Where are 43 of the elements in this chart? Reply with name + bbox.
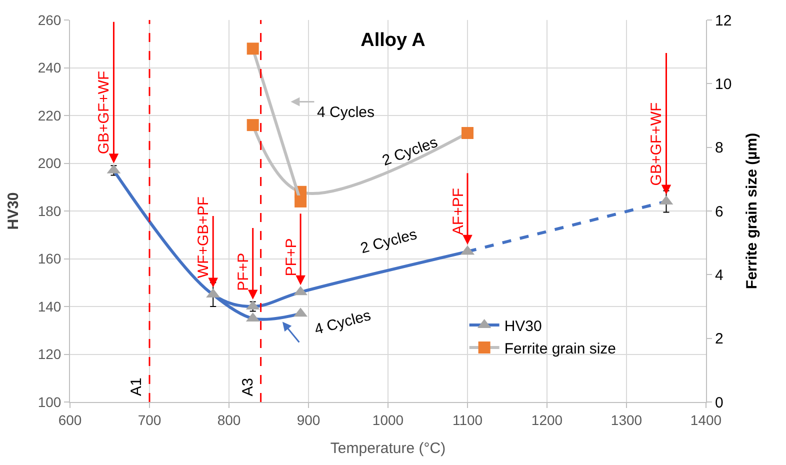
x-tick-label: 600 xyxy=(58,412,82,428)
y-tick-label: 120 xyxy=(38,346,62,362)
x-tick-label: 800 xyxy=(217,412,241,428)
legend-label: Ferrite grain size xyxy=(504,340,616,358)
x-tick-label: 1300 xyxy=(610,412,642,428)
x-axis-title: Temperature (°C) xyxy=(330,440,446,457)
y-tick-label: 200 xyxy=(38,155,62,172)
y2-tick-label: 2 xyxy=(715,330,724,348)
y-tick-label: 260 xyxy=(38,12,62,28)
x-tick-label: 900 xyxy=(296,412,320,428)
annotation: GB+GF+WF xyxy=(95,70,112,154)
annotation: WF+GB+PF xyxy=(195,196,212,278)
y2-tick-label: 0 xyxy=(715,394,724,412)
y-tick-label: 140 xyxy=(38,298,62,314)
y2-axis-title: Ferrite grain size (µm) xyxy=(744,132,761,290)
y2-tick-label: 10 xyxy=(715,76,732,93)
x-tick-label: 1000 xyxy=(372,412,404,428)
annotation: PF+P xyxy=(282,238,300,276)
x-tick-label: 1400 xyxy=(690,412,722,428)
annotation: GB+GF+WF xyxy=(648,102,665,186)
annotation: 2 Cycles xyxy=(358,226,419,258)
legend-label: HV30 xyxy=(504,318,542,335)
annotation: PF+P xyxy=(234,252,252,291)
y-axis-title: HV30 xyxy=(5,192,22,230)
y2-tick-label: 4 xyxy=(715,266,724,284)
y-tick-label: 100 xyxy=(38,394,62,410)
text: Alloy A xyxy=(360,30,426,51)
y2-tick-label: 12 xyxy=(715,12,732,30)
x-tick-label: 1100 xyxy=(452,412,483,428)
annotation: 2 Cycles xyxy=(380,134,440,170)
y2-tick-label: 6 xyxy=(715,203,724,220)
annotation: AF+PF xyxy=(450,188,467,236)
annotation: 4 Cycles xyxy=(317,104,375,121)
annotation: 4 Cycles xyxy=(312,307,373,338)
x-tick-label: 700 xyxy=(138,412,162,428)
y-tick-label: 180 xyxy=(38,202,62,219)
y-tick-label: 220 xyxy=(38,107,62,124)
ref-line-label: A1 xyxy=(128,378,145,396)
y-tick-label: 240 xyxy=(38,60,62,76)
y2-tick-label: 8 xyxy=(715,140,724,157)
x-tick-label: 1200 xyxy=(531,412,563,428)
y-tick-label: 160 xyxy=(38,250,62,267)
ref-line-label: A3 xyxy=(239,378,256,396)
